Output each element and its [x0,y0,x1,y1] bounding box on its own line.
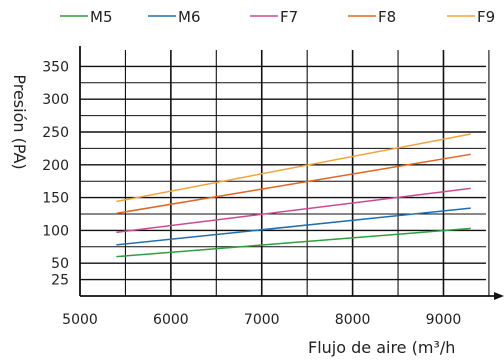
grid [80,50,490,296]
legend-label-f7: F7 [280,8,298,26]
legend-label-f9: F9 [477,8,495,26]
x-tick-label: 9000 [426,312,462,328]
y-tick-label: 300 [42,92,69,108]
y-tick-label: 150 [42,191,69,207]
x-tick-label: 6000 [153,312,189,328]
legend: M5 M6 F7 F8 F9 [60,8,495,26]
legend-label-m5: M5 [90,8,113,26]
series-line-f7 [116,187,471,234]
x-axis-label: Flujo de aire (m³/h [308,338,455,357]
series-lines [116,133,471,258]
x-tick-label: 7000 [244,312,280,328]
y-tick-label: 250 [42,125,69,141]
y-tick-label: 100 [42,223,69,239]
y-axis-label: Presión (PA) [10,74,29,169]
series-line-m5 [116,227,471,258]
y-tick-label: 200 [42,158,69,174]
x-tick-label: 8000 [335,312,371,328]
x-tick-label: 5000 [62,312,98,328]
series-line-f8 [116,153,471,215]
y-tick-label: 350 [42,59,69,75]
series-line-f9 [116,133,471,203]
y-tick-label: 50 [51,256,69,272]
legend-label-f8: F8 [378,8,396,26]
y-tick-label: 25 [51,273,69,289]
legend-label-m6: M6 [178,8,201,26]
x-axis-arrow [494,292,504,300]
series-line-m6 [116,207,471,246]
